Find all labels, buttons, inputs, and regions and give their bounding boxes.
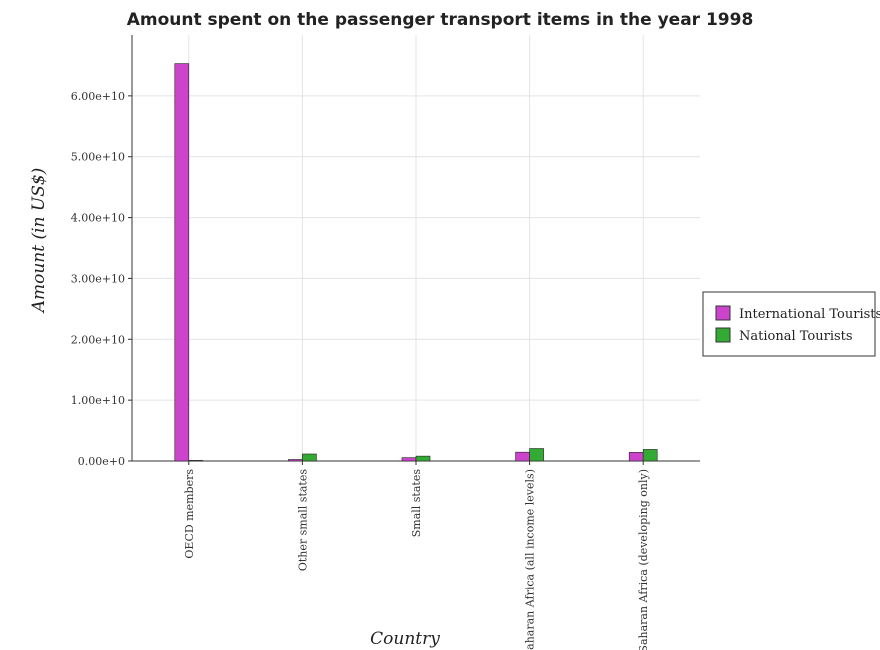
bar-international-tourists-4 <box>628 452 644 462</box>
x-tick-label-1: Other small states <box>296 469 309 572</box>
y-tick-label-1: 1.00e+10 <box>71 394 125 407</box>
y-axis-ticks: 0.00e+0 1.00e+10 2.00e+10 3.00e+10 4.00e+10 5… <box>71 90 132 468</box>
y-axis-label: Amount (in US$) <box>29 168 49 315</box>
y-tick-label-3: 3.00e+10 <box>71 272 125 285</box>
x-tick-label-0: OECD members <box>183 469 196 559</box>
y-tick-label-4: 4.00e+10 <box>71 212 125 225</box>
x-axis-label: Country <box>370 629 440 649</box>
legend-swatch-international-tourists <box>715 305 731 321</box>
bar-national-tourists-4 <box>642 449 658 462</box>
bar-international-tourists-3 <box>515 451 530 462</box>
y-tick-label-5: 5.00e+10 <box>71 151 125 164</box>
x-tick-label-3: Sub-Saharan Africa (all income levels) <box>524 469 537 650</box>
bar-international-tourists-1 <box>288 459 303 462</box>
legend-label-national-tourists: National Tourists <box>739 329 853 344</box>
bar-international-tourists-0 <box>174 63 190 462</box>
bar-national-tourists-2 <box>415 455 431 462</box>
y-tick-label-0: 0.00e+0 <box>78 455 125 468</box>
legend-label-international-tourists: International Tourists <box>739 307 880 322</box>
bars <box>174 63 658 462</box>
y-tick-label-6: 6.00e+10 <box>71 90 125 103</box>
legend-box <box>702 291 876 357</box>
chart-title: Amount spent on the passenger transport … <box>127 10 754 30</box>
bar-international-tourists-2 <box>401 457 417 462</box>
bar-national-tourists-3 <box>529 448 544 462</box>
y-tick-label-2: 2.00e+10 <box>71 333 125 346</box>
grid <box>132 35 700 462</box>
x-tick-label-4: Sub-Saharan Africa (developing only) <box>637 469 650 650</box>
bar-national-tourists-1 <box>302 453 317 462</box>
legend-swatch-national-tourists <box>715 327 731 343</box>
bar-national-tourists-0 <box>188 460 204 462</box>
legend: International Tourists National Tourists <box>702 291 880 357</box>
x-axis-ticks: OECD members Other small states Small stat… <box>183 461 650 650</box>
x-tick-label-2: Small states <box>410 469 423 538</box>
